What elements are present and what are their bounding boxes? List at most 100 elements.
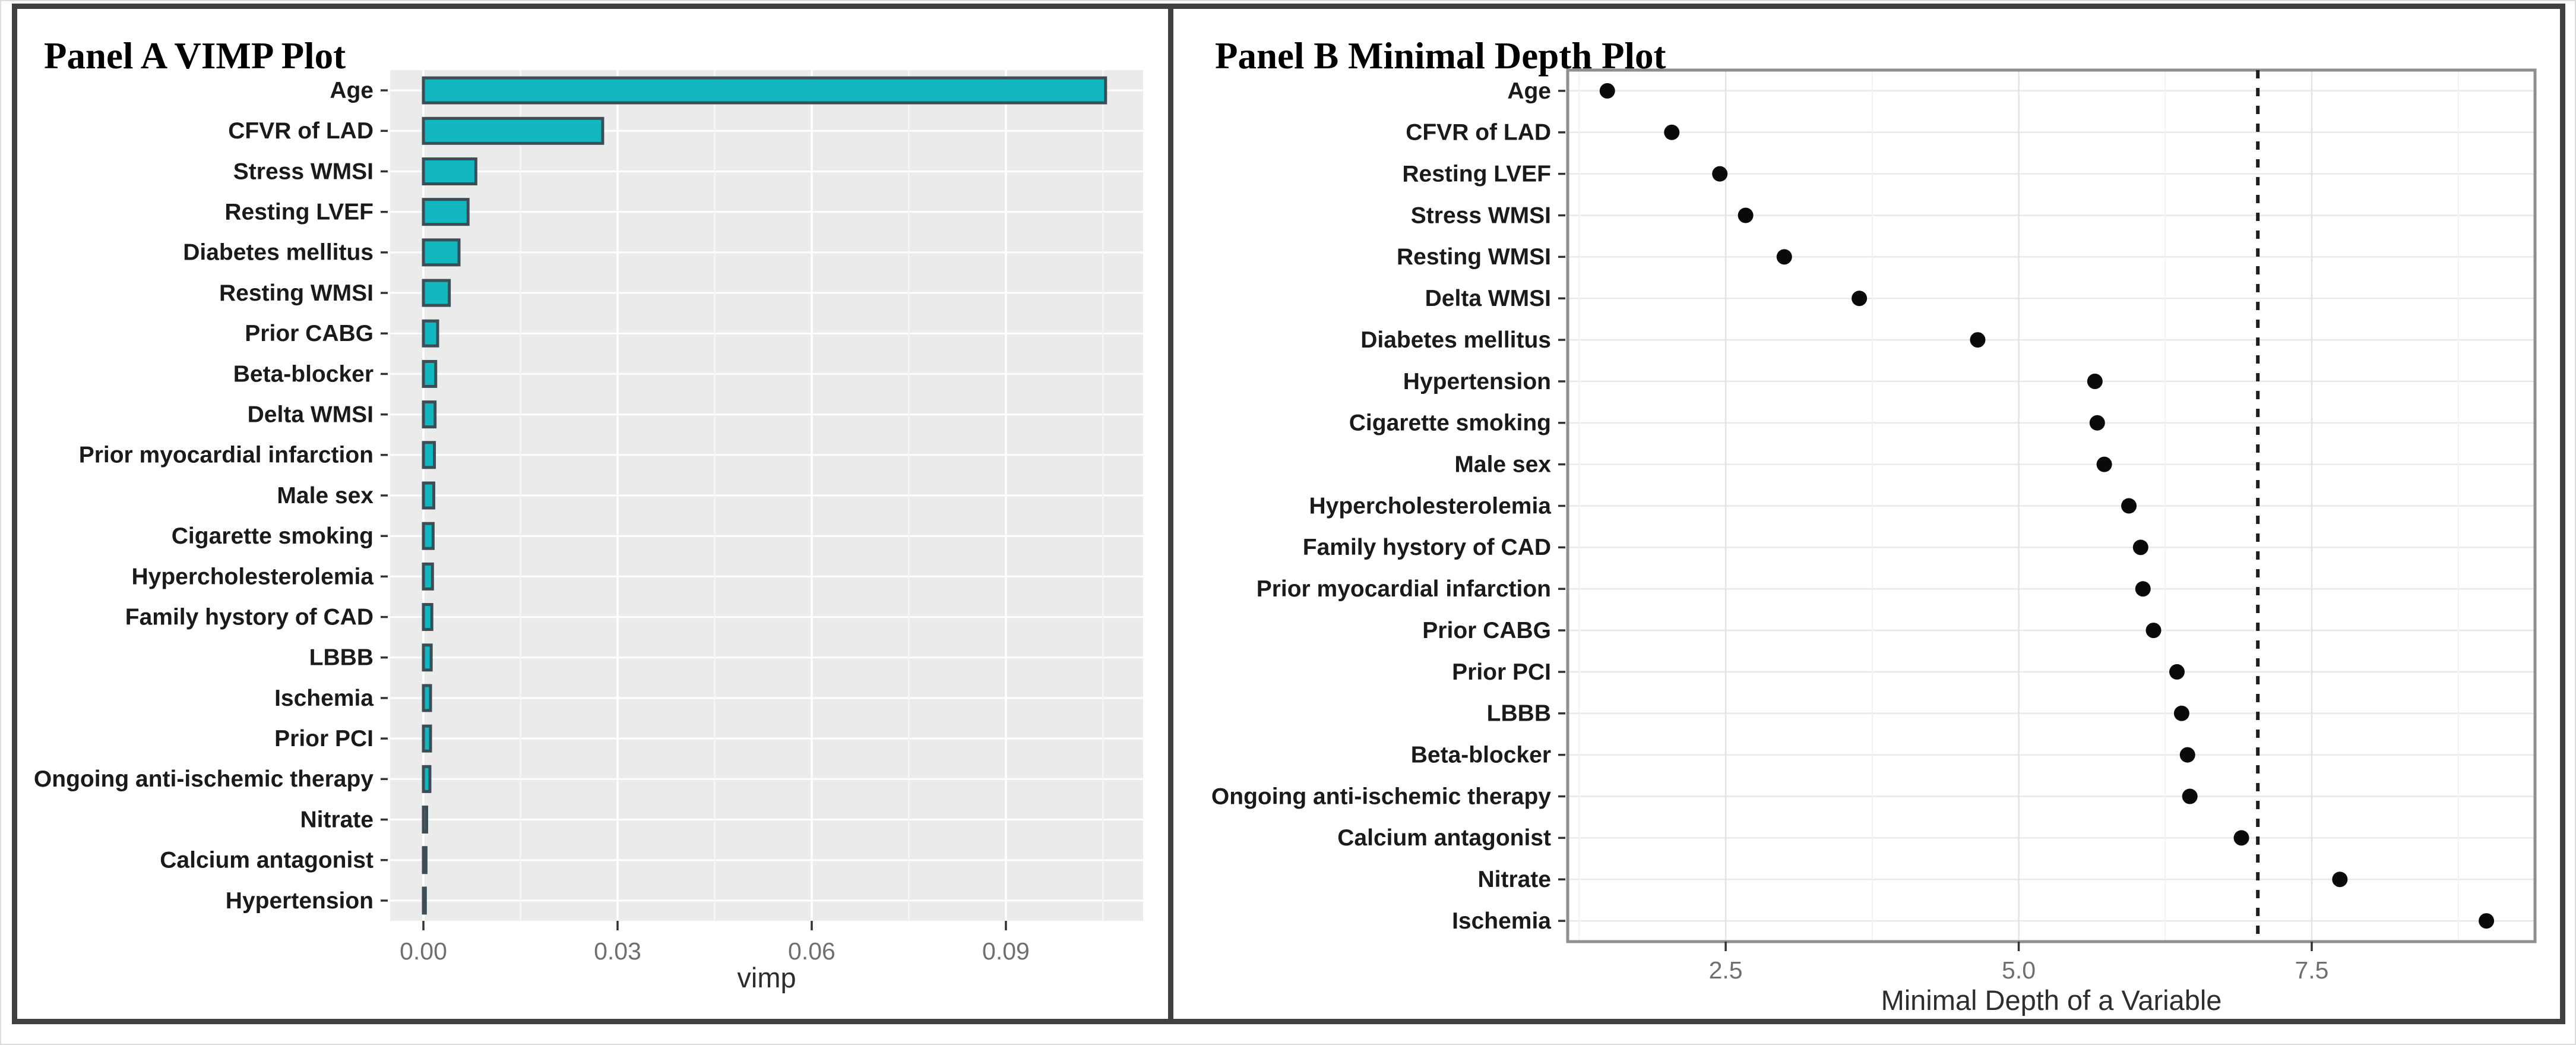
category-label: Diabetes mellitus <box>1360 327 1551 353</box>
category-label: Stress WMSI <box>1411 203 1551 228</box>
minimal-depth-dot <box>2089 415 2105 431</box>
panel-a-plot: Age CFVR of LAD Stress WMSI Resting LVEF Dia… <box>34 70 1143 993</box>
category-label: Beta-blocker <box>1411 743 1551 768</box>
vimp-bar <box>422 157 477 185</box>
category-label: Stress WMSI <box>233 159 374 184</box>
x-tick-label: 2.5 <box>1709 956 1743 984</box>
category-label: Hypercholesterolemia <box>1309 493 1551 519</box>
minimal-depth-dot <box>1738 207 1754 223</box>
category-label: Resting LVEF <box>1402 162 1551 187</box>
category-label: Delta WMSI <box>248 402 374 427</box>
category-label: Family hystory of CAD <box>1303 535 1551 560</box>
category-label: Ischemia <box>1452 908 1551 934</box>
minimal-depth-dot <box>2182 788 2198 804</box>
category-label: Male sex <box>277 483 374 509</box>
vimp-bar <box>422 562 434 591</box>
vimp-bar <box>422 724 432 753</box>
category-label: Prior PCI <box>1452 659 1551 685</box>
category-label: Resting LVEF <box>224 200 374 225</box>
vimp-bar <box>422 319 439 348</box>
category-label: Family hystory of CAD <box>125 604 374 630</box>
vimp-bar <box>422 765 432 793</box>
category-label: Diabetes mellitus <box>183 240 374 266</box>
minimal-depth-dot <box>1599 83 1615 99</box>
x-axis-title-vimp: vimp <box>737 962 796 993</box>
category-label: Nitrate <box>300 807 374 832</box>
category-label: Prior myocardial infarction <box>79 443 374 468</box>
category-label: Resting WMSI <box>1397 244 1551 270</box>
category-label: CFVR of LAD <box>228 118 374 144</box>
category-label: Ongoing anti-ischemic therapy <box>1211 784 1551 809</box>
minimal-depth-dot <box>1712 166 1728 182</box>
category-label: Age <box>1507 78 1551 104</box>
minimal-depth-dot <box>2169 664 2185 680</box>
vimp-bar <box>422 359 438 388</box>
vimp-bar <box>422 886 427 915</box>
category-label: Hypertension <box>1403 369 1551 394</box>
minimal-depth-dot <box>2179 747 2195 763</box>
vimp-bar <box>422 279 451 307</box>
minimal-depth-dot <box>2087 373 2103 389</box>
minimal-depth-dot <box>2121 498 2137 514</box>
category-label: Resting WMSI <box>219 280 374 306</box>
minimal-depth-dot <box>2332 872 2348 888</box>
category-label: Ischemia <box>274 686 374 711</box>
category-label: Hypercholesterolemia <box>131 564 374 589</box>
category-label: Prior CABG <box>245 321 374 346</box>
minimal-depth-dot <box>1664 124 1680 140</box>
minimal-depth-dot <box>1970 332 1986 348</box>
minimal-depth-dot <box>2233 830 2249 846</box>
vimp-bar <box>422 441 436 469</box>
x-tick-label: 7.5 <box>2295 956 2328 984</box>
vimp-bar <box>422 76 1107 105</box>
category-label: Age <box>330 78 374 103</box>
category-label: Nitrate <box>1477 867 1551 892</box>
vimp-bar <box>422 846 428 874</box>
category-label: Delta WMSI <box>1425 286 1551 311</box>
category-label: Prior CABG <box>1422 618 1551 643</box>
category-label: LBBB <box>1487 701 1551 727</box>
panel-b-plot: Age CFVR of LAD Resting LVEF Stress WMSI Res… <box>1211 68 2537 1016</box>
category-label: CFVR of LAD <box>1406 120 1551 146</box>
vimp-bar <box>422 400 437 429</box>
vimp-bar <box>422 643 433 672</box>
vimp-bar <box>422 481 435 510</box>
category-label: Cigarette smoking <box>1349 411 1551 436</box>
vimp-bar <box>422 116 605 145</box>
category-label: Calcium antagonist <box>160 848 374 873</box>
vimp-bar <box>422 198 470 226</box>
vimp-bar <box>422 603 433 632</box>
minimal-depth-dot <box>1852 291 1868 307</box>
vimp-bar <box>422 806 428 834</box>
minimal-depth-dot <box>2145 623 2162 639</box>
category-label: Hypertension <box>226 888 374 914</box>
category-label: LBBB <box>309 645 374 671</box>
minimal-depth-dot <box>2173 705 2189 721</box>
panel-b-border <box>1566 68 2537 943</box>
category-label: Cigarette smoking <box>172 523 374 549</box>
vimp-bar <box>422 522 435 550</box>
x-tick-label: 0.06 <box>788 937 836 965</box>
minimal-depth-dot <box>1776 249 1792 265</box>
minimal-depth-dot <box>2479 913 2495 929</box>
x-axis-title-minimal-depth: Minimal Depth of a Variable <box>1881 984 2222 1016</box>
x-tick-label: 0.09 <box>982 937 1030 965</box>
minimal-depth-dot <box>2132 539 2148 555</box>
x-tick-label: 0.00 <box>400 937 447 965</box>
category-label: Ongoing anti-ischemic therapy <box>34 766 374 792</box>
minimal-depth-dot <box>2135 581 2151 597</box>
minimal-depth-dot <box>2096 456 2112 472</box>
panel-a-title: Panel A VIMP Plot <box>44 35 346 77</box>
category-label: Prior myocardial infarction <box>1257 576 1551 602</box>
category-label: Beta-blocker <box>233 361 374 387</box>
vimp-bar <box>422 684 432 712</box>
panel-divider <box>1168 4 1173 1024</box>
x-tick-label: 0.03 <box>594 937 641 965</box>
category-label: Calcium antagonist <box>1337 825 1551 851</box>
x-tick-label: 5.0 <box>2002 956 2036 984</box>
category-label: Prior PCI <box>274 726 374 752</box>
vimp-bar <box>422 238 461 267</box>
category-label: Male sex <box>1454 452 1551 478</box>
